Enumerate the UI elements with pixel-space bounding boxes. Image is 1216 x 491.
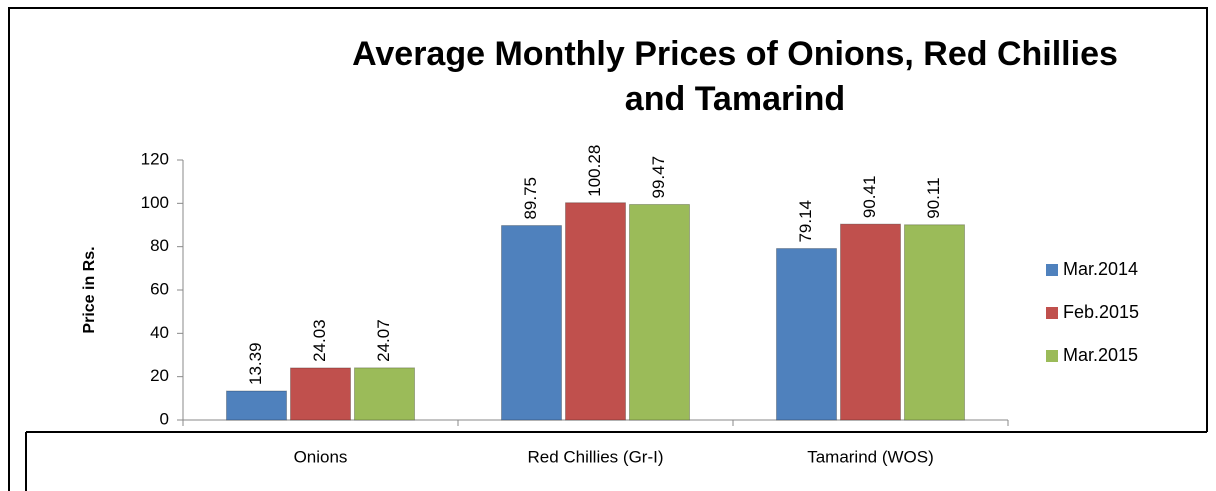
- value-label: 90.41: [860, 176, 879, 219]
- value-label: 99.47: [649, 156, 668, 199]
- value-label: 13.39: [246, 342, 265, 385]
- y-tick-label: 120: [141, 149, 169, 168]
- bar: [904, 224, 965, 421]
- y-tick-label: 100: [141, 193, 169, 212]
- value-label: 24.03: [310, 319, 329, 362]
- y-tick-label: 60: [150, 279, 169, 298]
- y-axis-label: Price in Rs.: [81, 246, 98, 333]
- legend-swatch: [1046, 264, 1058, 276]
- x-tick-label: Red Chillies (Gr-I): [527, 447, 663, 466]
- x-tick-label: Onions: [294, 447, 348, 466]
- value-label: 90.11: [924, 177, 943, 218]
- chart-title: Average Monthly Prices of Onions, Red Ch…: [352, 35, 1118, 118]
- legend-swatch: [1046, 307, 1058, 319]
- value-label: 24.07: [374, 319, 393, 362]
- bar: [629, 203, 690, 421]
- bar: [290, 367, 351, 421]
- bar: [565, 202, 626, 421]
- y-tick-label: 20: [150, 366, 169, 385]
- y-tick-label: 80: [150, 236, 169, 255]
- legend-label: Mar.2015: [1063, 345, 1138, 365]
- y-tick-label: 40: [150, 323, 169, 342]
- value-label: 79.14: [796, 200, 815, 243]
- x-tick-label: Tamarind (WOS): [807, 447, 934, 466]
- y-tick-label: 0: [160, 409, 169, 428]
- bar: [501, 225, 562, 421]
- value-label: 100.28: [585, 145, 604, 197]
- legend-label: Mar.2014: [1063, 259, 1138, 279]
- bar: [840, 223, 901, 421]
- legend-label: Feb.2015: [1063, 302, 1139, 322]
- bar: [226, 390, 287, 421]
- bar: [776, 248, 837, 421]
- frame: [8, 7, 1208, 491]
- legend-swatch: [1046, 350, 1058, 362]
- bar: [354, 367, 415, 421]
- value-label: 89.75: [521, 177, 540, 220]
